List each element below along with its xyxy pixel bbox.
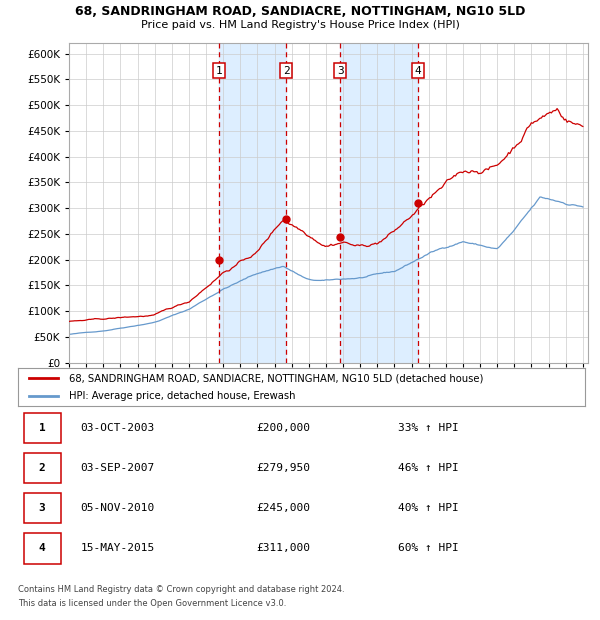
Text: 68, SANDRINGHAM ROAD, SANDIACRE, NOTTINGHAM, NG10 5LD (detached house): 68, SANDRINGHAM ROAD, SANDIACRE, NOTTING…	[69, 373, 484, 383]
Text: 2: 2	[39, 463, 46, 473]
Text: 1: 1	[39, 423, 46, 433]
Text: 2: 2	[283, 66, 289, 76]
Text: 3: 3	[337, 66, 344, 76]
Text: £311,000: £311,000	[256, 543, 310, 553]
Text: 40% ↑ HPI: 40% ↑ HPI	[398, 503, 458, 513]
Text: 60% ↑ HPI: 60% ↑ HPI	[398, 543, 458, 553]
FancyBboxPatch shape	[23, 533, 61, 564]
Text: 4: 4	[39, 543, 46, 553]
Text: 15-MAY-2015: 15-MAY-2015	[80, 543, 155, 553]
Text: 03-OCT-2003: 03-OCT-2003	[80, 423, 155, 433]
Text: 68, SANDRINGHAM ROAD, SANDIACRE, NOTTINGHAM, NG10 5LD: 68, SANDRINGHAM ROAD, SANDIACRE, NOTTING…	[75, 5, 525, 18]
Bar	[340, 43, 418, 363]
Text: £245,000: £245,000	[256, 503, 310, 513]
Text: HPI: Average price, detached house, Erewash: HPI: Average price, detached house, Erew…	[69, 391, 296, 401]
FancyBboxPatch shape	[23, 453, 61, 484]
Text: 3: 3	[39, 503, 46, 513]
Text: Price paid vs. HM Land Registry's House Price Index (HPI): Price paid vs. HM Land Registry's House …	[140, 20, 460, 30]
Bar	[219, 43, 286, 363]
Text: 03-SEP-2007: 03-SEP-2007	[80, 463, 155, 473]
Text: This data is licensed under the Open Government Licence v3.0.: This data is licensed under the Open Gov…	[18, 599, 286, 608]
Text: 4: 4	[415, 66, 421, 76]
Text: £279,950: £279,950	[256, 463, 310, 473]
Text: £200,000: £200,000	[256, 423, 310, 433]
FancyBboxPatch shape	[23, 413, 61, 443]
FancyBboxPatch shape	[23, 493, 61, 523]
Text: 05-NOV-2010: 05-NOV-2010	[80, 503, 155, 513]
Text: 1: 1	[215, 66, 222, 76]
Text: 33% ↑ HPI: 33% ↑ HPI	[398, 423, 458, 433]
Text: Contains HM Land Registry data © Crown copyright and database right 2024.: Contains HM Land Registry data © Crown c…	[18, 585, 344, 595]
Text: 46% ↑ HPI: 46% ↑ HPI	[398, 463, 458, 473]
